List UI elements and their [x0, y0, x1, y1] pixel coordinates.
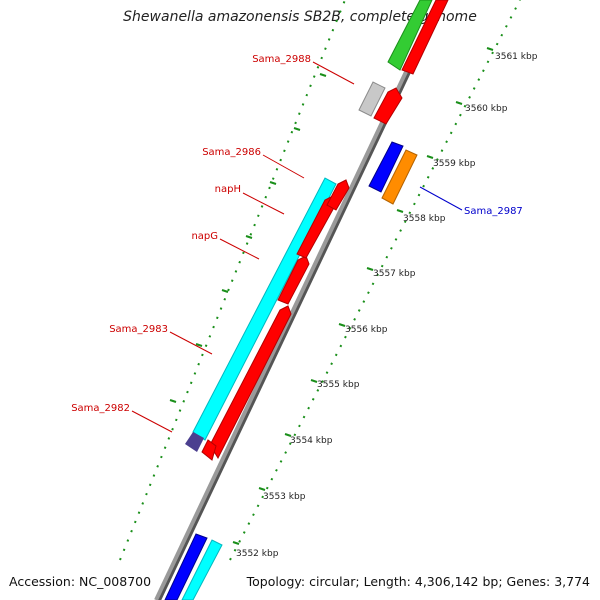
feature-sama-2982-purple[interactable] — [185, 432, 204, 452]
map-title: Shewanella amazonensis SB2B, complete ge… — [123, 9, 477, 25]
feature-sama-2987-blue[interactable] — [368, 141, 404, 193]
feature-sama-2983-cyan[interactable] — [192, 177, 337, 441]
gene-label-sama-2987: Sama_2987 — [464, 206, 523, 217]
gene-label-sama-2986: Sama_2986 — [202, 147, 261, 158]
feature-sama-2988-gray[interactable] — [358, 81, 386, 117]
feature-green-top[interactable] — [387, 0, 433, 71]
tick-label-3557: 3557 kbp — [373, 269, 416, 279]
gene-label-napg: napG — [191, 231, 218, 242]
gene-labels: Sama_2988 Sama_2986 napH napG Sama_2983 … — [71, 54, 523, 414]
tick-label-3555: 3555 kbp — [317, 380, 360, 390]
tick-dashes — [169, 47, 494, 545]
gc-guide-line-outer — [119, 0, 346, 561]
cds-block-4[interactable] — [326, 179, 350, 211]
feature-sama-2987-orange[interactable] — [381, 149, 418, 205]
cds-block-1[interactable] — [209, 305, 292, 460]
topology-text: Topology: circular; Length: 4,306,142 bp… — [246, 574, 590, 589]
tick-label-3554: 3554 kbp — [290, 436, 333, 446]
feature-bottom-cyan[interactable] — [181, 539, 223, 600]
accession-text: Accession: NC_008700 — [9, 574, 152, 589]
cds-block-top[interactable] — [373, 87, 403, 125]
gene-label-naph: napH — [215, 184, 241, 195]
kbp-tick-labels: 3552 kbp 3553 kbp 3554 kbp 3555 kbp 3556… — [236, 52, 538, 559]
feature-bottom-blue[interactable] — [164, 533, 208, 600]
cds-block-2[interactable] — [277, 255, 310, 305]
tick-label-3560: 3560 kbp — [465, 104, 508, 114]
label-leader-lines — [131, 61, 463, 433]
tick-label-3552: 3552 kbp — [236, 549, 279, 559]
gene-label-sama-2988: Sama_2988 — [252, 54, 311, 65]
gene-label-sama-2982: Sama_2982 — [71, 403, 130, 414]
cds-block-top-right[interactable] — [401, 0, 449, 75]
tick-label-3559: 3559 kbp — [433, 159, 476, 169]
cds-block-small[interactable] — [201, 439, 217, 461]
tick-label-3556: 3556 kbp — [345, 325, 388, 335]
tick-label-3558: 3558 kbp — [403, 214, 446, 224]
tick-label-3561: 3561 kbp — [495, 52, 538, 62]
tick-label-3553: 3553 kbp — [263, 492, 306, 502]
gene-label-sama-2983: Sama_2983 — [109, 324, 168, 335]
